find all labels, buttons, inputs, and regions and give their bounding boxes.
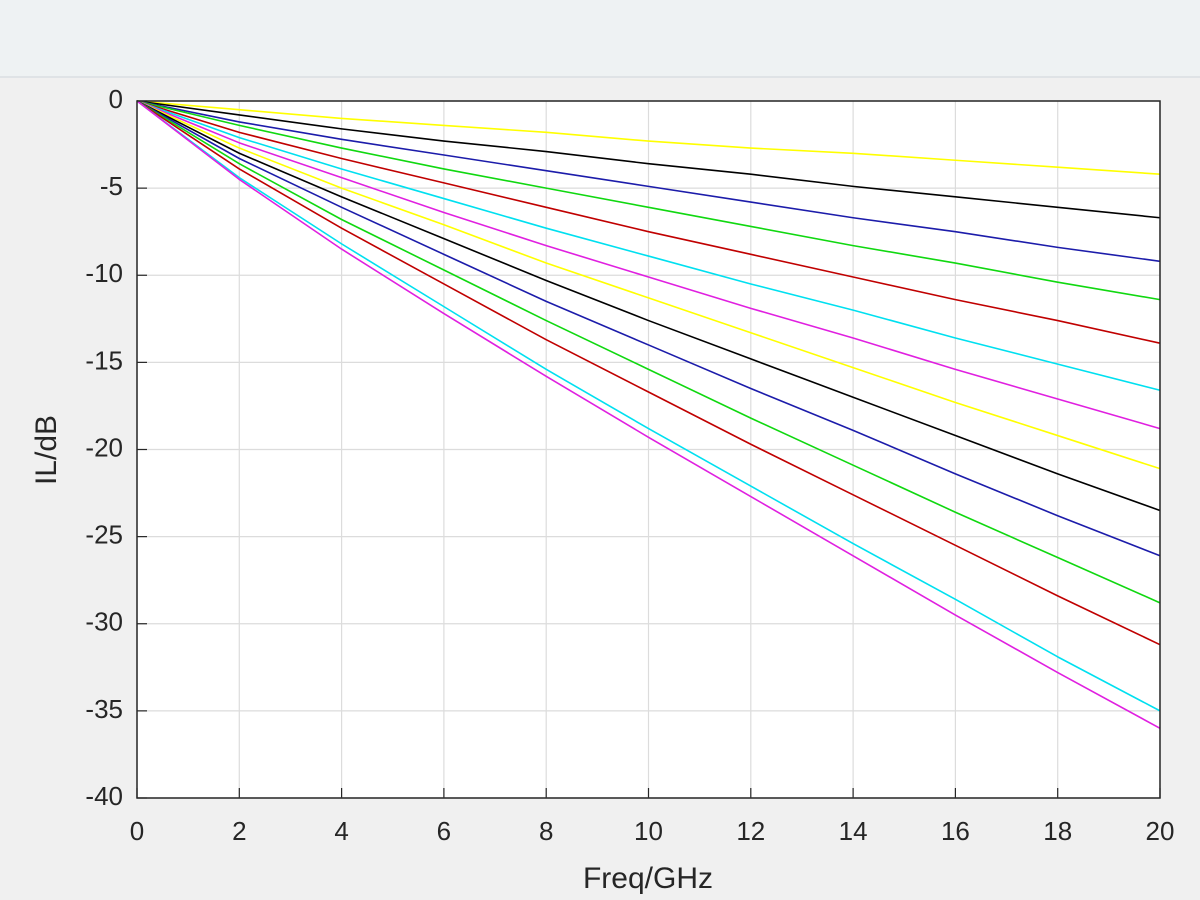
labels: Freq/GHz IL/dB 0 2 4 6 8 10 12 14 16 18 20 -40 -35 -3… bbox=[30, 84, 1175, 895]
series-line bbox=[136, 100, 1161, 175]
x-tick-label: 18 bbox=[1043, 816, 1072, 846]
x-tick-label: 20 bbox=[1146, 816, 1175, 846]
x-tick-label: 6 bbox=[437, 816, 451, 846]
y-tick-label: -25 bbox=[85, 520, 123, 550]
series-line bbox=[136, 100, 1161, 730]
series-line bbox=[136, 100, 1161, 712]
y-tick-label: -30 bbox=[85, 607, 123, 637]
y-tick-label: -35 bbox=[85, 694, 123, 724]
series-line bbox=[136, 100, 1161, 344]
axes-box bbox=[136, 100, 1161, 799]
x-tick-label: 4 bbox=[334, 816, 348, 846]
series-line bbox=[136, 100, 1161, 219]
series-line bbox=[136, 100, 1161, 301]
series-line bbox=[136, 100, 1161, 470]
series-line bbox=[136, 100, 1161, 263]
series-line bbox=[136, 100, 1161, 604]
y-tick-label: -10 bbox=[85, 258, 123, 288]
series-line bbox=[136, 100, 1161, 430]
x-tick-label: 2 bbox=[232, 816, 246, 846]
x-tick-label: 8 bbox=[539, 816, 553, 846]
lines bbox=[136, 100, 1161, 730]
x-tick-label: 16 bbox=[941, 816, 970, 846]
toolbar-band bbox=[0, 0, 1200, 76]
series-line bbox=[136, 100, 1161, 557]
y-tick-label: -5 bbox=[100, 171, 123, 201]
x-tick-label: 0 bbox=[130, 816, 144, 846]
x-tick-label: 10 bbox=[634, 816, 663, 846]
x-tick-label: 14 bbox=[839, 816, 868, 846]
y-axis-label: IL/dB bbox=[30, 415, 63, 485]
series-line bbox=[136, 100, 1161, 512]
series-line bbox=[136, 100, 1161, 646]
y-tick-label: -15 bbox=[85, 345, 123, 375]
y-tick-label: -40 bbox=[85, 781, 123, 811]
y-tick-label: 0 bbox=[109, 84, 123, 114]
x-axis-label: Freq/GHz bbox=[583, 862, 713, 895]
y-tick-label: -20 bbox=[85, 432, 123, 462]
x-tick-label: 12 bbox=[736, 816, 765, 846]
series-line bbox=[136, 100, 1161, 392]
